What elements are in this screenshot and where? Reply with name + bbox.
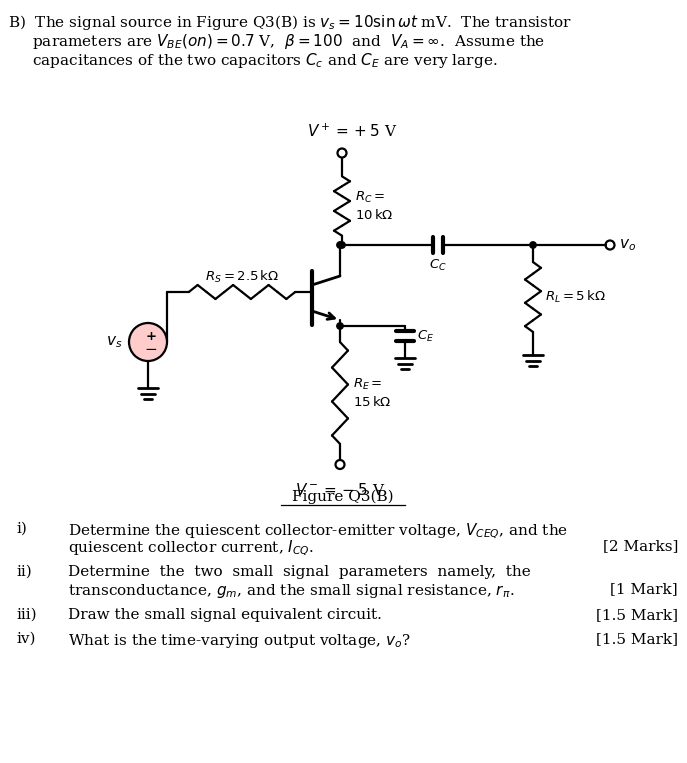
Text: $R_L = 5\,\mathrm{k\Omega}$: $R_L = 5\,\mathrm{k\Omega}$ [545,289,606,305]
Text: quiescent collector current, $I_{CQ}$.: quiescent collector current, $I_{CQ}$. [68,539,314,559]
Text: $R_E =$
$15\,\mathrm{k\Omega}$: $R_E =$ $15\,\mathrm{k\Omega}$ [353,378,392,409]
Text: $C_E$: $C_E$ [417,328,434,343]
Text: $v_s$: $v_s$ [106,334,122,350]
Text: capacitances of the two capacitors $C_c$ and $C_E$ are very large.: capacitances of the two capacitors $C_c$… [8,51,497,70]
Text: Determine the quiescent collector-emitter voltage, $V_{CEQ}$, and the: Determine the quiescent collector-emitte… [68,522,568,541]
Text: i): i) [16,522,27,536]
Circle shape [129,323,167,361]
Text: iii): iii) [16,608,36,622]
Text: $V^+ = +5$ V: $V^+ = +5$ V [307,123,397,140]
Text: Figure Q3(B): Figure Q3(B) [292,490,394,504]
Text: $v_o$: $v_o$ [619,237,636,253]
Text: $R_S = 2.5\,\mathrm{k\Omega}$: $R_S = 2.5\,\mathrm{k\Omega}$ [205,269,279,285]
Text: B)  The signal source in Figure Q3(B) is $v_s = 10\sin\omega t$ mV.  The transis: B) The signal source in Figure Q3(B) is … [8,13,572,32]
Text: +: + [146,330,157,343]
Circle shape [530,242,536,248]
Circle shape [337,242,344,248]
Text: ii): ii) [16,565,32,579]
Text: [2 Marks]: [2 Marks] [602,539,678,553]
Text: [1 Mark]: [1 Mark] [610,582,678,596]
Text: Determine  the  two  small  signal  parameters  namely,  the: Determine the two small signal parameter… [68,565,531,579]
Text: Draw the small signal equivalent circuit.: Draw the small signal equivalent circuit… [68,608,382,622]
Text: $C_C$: $C_C$ [429,258,447,273]
Text: $V^- = -5$ V: $V^- = -5$ V [295,482,385,498]
Text: transconductance, $g_m$, and the small signal resistance, $r_{\pi}$.: transconductance, $g_m$, and the small s… [68,582,515,600]
Text: iv): iv) [16,632,36,646]
Circle shape [339,242,345,248]
Text: [1.5 Mark]: [1.5 Mark] [596,632,678,646]
Text: $R_C =$
$10\,\mathrm{k\Omega}$: $R_C =$ $10\,\mathrm{k\Omega}$ [355,190,394,221]
Text: [1.5 Mark]: [1.5 Mark] [596,608,678,622]
Text: parameters are $V_{BE}(on) = 0.7$ V,  $\beta = 100$  and  $V_A = \infty$.  Assum: parameters are $V_{BE}(on) = 0.7$ V, $\b… [8,32,545,51]
Circle shape [337,323,344,329]
Text: What is the time-varying output voltage, $v_o$?: What is the time-varying output voltage,… [68,632,411,650]
Text: −: − [145,342,157,356]
